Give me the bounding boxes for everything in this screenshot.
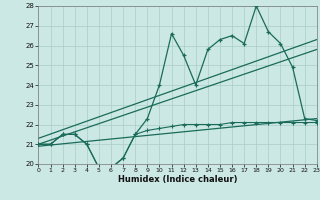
X-axis label: Humidex (Indice chaleur): Humidex (Indice chaleur) bbox=[118, 175, 237, 184]
